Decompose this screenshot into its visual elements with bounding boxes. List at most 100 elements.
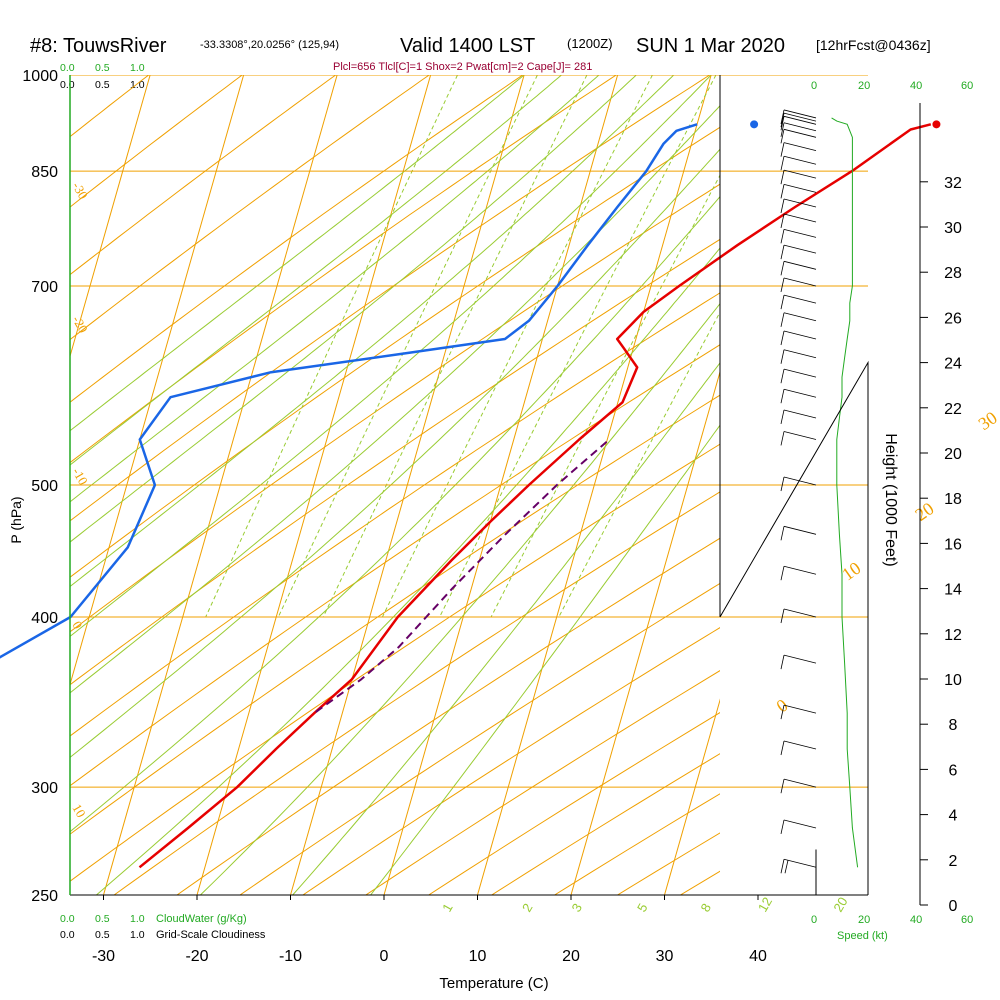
wind-barb: [783, 294, 817, 304]
height-tick-label: 30: [944, 220, 962, 237]
wind-barb-feather: [780, 409, 785, 425]
forecast-label: [12hrFcst@0436z]: [816, 37, 931, 53]
wind-barb: [783, 122, 817, 132]
mixing-ratio-label: 1: [439, 901, 456, 915]
dry-adiabat-label: 30: [975, 407, 1000, 434]
wind-barb-feather: [780, 113, 785, 128]
pressure-tick-label: 400: [31, 610, 58, 627]
wind-barb: [783, 608, 817, 618]
dry-adiabat-line: [70, 292, 720, 737]
wind-barb-feather: [780, 156, 785, 171]
wind-barb: [783, 409, 817, 419]
height-tick-label: 8: [949, 717, 958, 734]
wind-barb-feather: [780, 349, 785, 364]
dewpoint-line: [0, 123, 698, 659]
pressure-tick-label: 850: [31, 164, 58, 181]
wind-barb-feather: [780, 198, 785, 214]
wind-barb: [783, 244, 817, 254]
height-tick-label: 0: [949, 898, 958, 915]
data-series: [0, 120, 941, 869]
cloudiness-tick: 0.0: [60, 79, 75, 91]
wind-barb: [783, 349, 817, 359]
wind-barb-feather: [780, 330, 785, 346]
mixing-ratio-line: [439, 75, 717, 618]
moist-adiabat-line: [70, 75, 600, 503]
height-tick-label: 20: [944, 446, 962, 463]
isotherm-line: [664, 698, 720, 895]
wind-profile: [780, 109, 859, 895]
dry-adiabat-line: [70, 75, 711, 522]
wind-speed-line: [831, 117, 859, 868]
speed-label: Speed (kt): [837, 930, 888, 942]
wind-barb: [783, 858, 817, 868]
wind-barb: [783, 654, 817, 664]
mixing-ratio-line: [490, 174, 720, 618]
wind-barb: [783, 476, 817, 486]
isotherm-line: [852, 75, 1000, 895]
pressure-tick-label: 500: [31, 478, 58, 495]
cloudiness-tick: 1.0: [130, 79, 145, 91]
wind-barb: [783, 260, 817, 270]
height-tick-label: 16: [944, 536, 962, 553]
speed-tick: 60: [961, 914, 973, 926]
wind-barb: [783, 431, 817, 440]
wind-barb: [783, 330, 817, 340]
wind-barb: [783, 368, 817, 378]
wind-barb: [783, 228, 817, 238]
height-tick-label: 12: [944, 627, 962, 644]
x-tick-label: -30: [92, 948, 115, 965]
dry-adiabat-line: [70, 75, 337, 276]
speed-tick: 20: [858, 914, 870, 926]
pressure-tick-label: 1000: [22, 68, 58, 85]
wind-barb: [783, 819, 817, 829]
dry-adiabat-line: [70, 443, 720, 882]
speed-tick: 60: [961, 80, 973, 92]
utc-time: (1200Z): [567, 36, 613, 51]
wind-barb-feather: [780, 859, 785, 874]
x-tick-label: -20: [185, 948, 208, 965]
wind-barb: [783, 198, 817, 208]
moist-adiabat-line: [96, 247, 720, 895]
wind-barb-feather: [780, 142, 785, 157]
valid-time: Valid 1400 LST: [400, 35, 535, 57]
cloudiness-tick: 0.5: [95, 929, 110, 941]
dry-adiabat-label: 10: [69, 801, 88, 820]
dry-adiabat-line: [302, 627, 720, 895]
moist-adiabat-line: [70, 75, 675, 588]
height-tick-label: 26: [944, 310, 962, 327]
dry-adiabat-label: -30: [69, 179, 91, 202]
wind-barb-feather: [780, 170, 785, 185]
temperature-surface-point: [932, 120, 941, 129]
mixing-ratio-label: 20: [830, 894, 850, 914]
dry-adiabat-line: [176, 537, 720, 895]
cloud-water-label: CloudWater (g/Kg): [156, 913, 247, 925]
wind-barb-feather: [780, 261, 785, 276]
wind-barb: [783, 128, 817, 138]
dry-adiabat-line: [239, 582, 720, 895]
mixing-ratio-label: 3: [569, 901, 586, 915]
wind-barb-feather: [780, 109, 785, 125]
moist-adiabat-line: [70, 148, 720, 759]
height-tick-label: 18: [944, 491, 962, 508]
wind-barb-feather: [780, 245, 785, 260]
wind-barb-feather: [780, 779, 785, 794]
dry-adiabat-line: [70, 394, 720, 835]
pressure-tick-label: 250: [31, 888, 58, 905]
wind-barb-feather: [780, 655, 785, 670]
mixing-ratio-line: [558, 311, 720, 618]
wind-barb-feather: [780, 295, 785, 310]
wind-barb: [783, 388, 817, 398]
wind-barb-feather: [780, 184, 785, 199]
wind-barb: [783, 277, 817, 287]
x-tick-label: 40: [749, 948, 767, 965]
cloud-water-tick: 0.5: [95, 62, 110, 74]
dry-adiabat-line: [70, 75, 244, 208]
height-tick-label: 24: [944, 356, 962, 373]
moist-adiabat-line: [292, 362, 720, 895]
wind-barb: [783, 109, 817, 119]
dry-adiabat-line: [70, 75, 150, 138]
dewpoint-surface-point: [750, 120, 759, 129]
